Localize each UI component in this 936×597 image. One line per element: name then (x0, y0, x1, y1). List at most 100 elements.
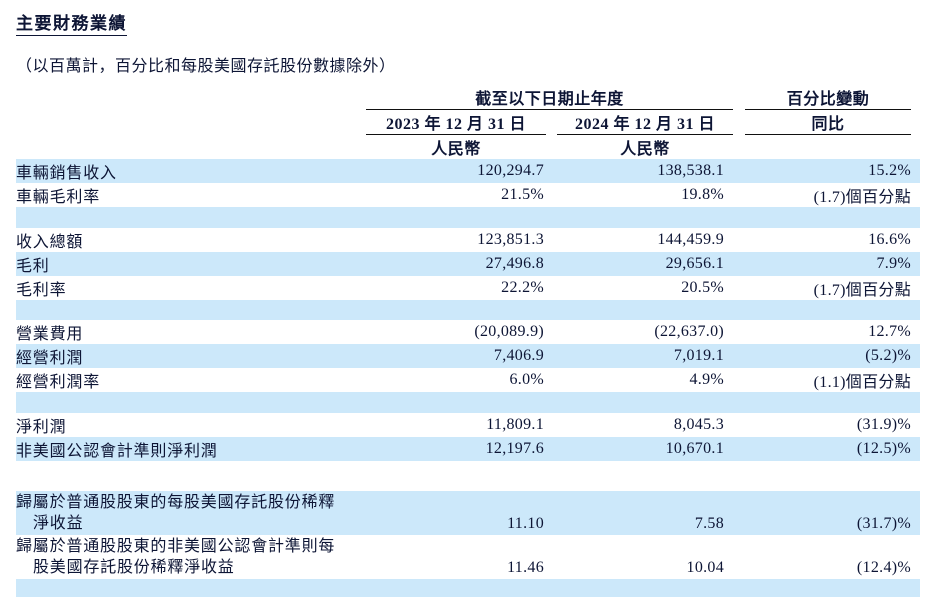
table-row: 歸屬於普通股股東的每股美國存託股份稀釋 淨收益 11.10 7.58 (31.7)% (16, 490, 921, 535)
column-gap (546, 436, 557, 461)
page-title: 主要財務業績 (16, 13, 127, 36)
value-yoy: 7.9% (745, 251, 912, 276)
row-label (16, 461, 366, 491)
row-right-pad (911, 344, 921, 368)
column-gap (733, 578, 746, 597)
row-right-pad (911, 183, 920, 207)
row-right-pad (911, 436, 921, 461)
column-gap (546, 276, 557, 300)
column-gap (546, 392, 557, 413)
value-yoy (745, 578, 912, 597)
value-2023: 11.46 (507, 558, 544, 576)
table-body: 車輛銷售收入 120,294.7 138,538.1 15.2% 車輛毛利率 21.5% 1… (16, 159, 921, 597)
row-right-pad (911, 461, 920, 491)
table-row: 車輛銷售收入 120,294.7 138,538.1 15.2% (16, 159, 921, 183)
column-gap (733, 159, 746, 183)
row-right-pad (911, 299, 921, 320)
value-yoy: (12.4)% (856, 558, 912, 576)
column-gap (733, 461, 745, 491)
header-currency-row: 人民幣 人民幣 (16, 135, 920, 160)
value-2024: 20.5% (681, 278, 725, 296)
table-row: 淨利潤 11,809.1 8,045.3 (31.9)% (16, 413, 920, 437)
row-label: 毛利 (16, 251, 366, 276)
row-label: 淨利潤 (16, 418, 67, 436)
value-2024 (557, 578, 734, 597)
header-date-row: 2023 年 12 月 31 日 2024 年 12 月 31 日 同比 (16, 109, 920, 135)
value-yoy (745, 461, 911, 491)
column-gap (546, 535, 557, 579)
column-gap (733, 490, 746, 535)
value-2023: (20,089.9) (474, 323, 544, 340)
row-label: 歸屬於普通股股東的非美國公認會計準則每 股美國存託股份稀釋淨收益 (16, 537, 336, 576)
row-label: 車輛銷售收入 (16, 159, 366, 183)
value-2023 (366, 392, 546, 413)
row-right-pad (911, 251, 921, 276)
value-yoy: 12.7% (868, 323, 912, 340)
value-yoy: 15.2% (745, 159, 912, 183)
value-2023: 12,197.6 (366, 436, 546, 461)
value-yoy: 16.6% (868, 230, 912, 248)
value-2023: 27,496.8 (366, 251, 546, 276)
value-2023: 21.5% (501, 186, 544, 203)
value-yoy: (5.2)% (745, 344, 912, 368)
value-2024: 4.9% (689, 371, 725, 388)
table-row: 車輛毛利率 21.5% 19.8% (1.7)個百分點 (16, 183, 920, 207)
column-gap (733, 344, 746, 368)
value-2024: 8,045.3 (673, 415, 725, 433)
table-spacer-row (16, 461, 920, 491)
header-change-group: 百分比變動 (745, 85, 912, 110)
value-2024 (557, 392, 734, 413)
column-gap (546, 159, 557, 183)
row-label: 經營利潤 (16, 344, 366, 368)
currency-label-2024: 人民幣 (620, 141, 670, 158)
column-gap (733, 251, 746, 276)
value-2024: 10.04 (686, 558, 725, 576)
value-2023: 11.10 (366, 490, 546, 535)
value-2023 (366, 207, 546, 228)
column-gap (733, 207, 746, 228)
table-row: 毛利率 22.2% 20.5% (1.7)個百分點 (16, 276, 920, 300)
column-gap (733, 436, 746, 461)
column-gap (546, 461, 557, 491)
header-col-yoy: 同比 (745, 109, 912, 135)
value-2024: 138,538.1 (557, 159, 734, 183)
value-2023: 7,406.9 (366, 344, 546, 368)
column-gap (546, 368, 557, 392)
value-2024: 7,019.1 (557, 344, 734, 368)
value-2024 (557, 461, 733, 491)
table-spacer-row (16, 299, 921, 320)
table-spacer-row (16, 578, 921, 597)
value-2024: 7.58 (557, 490, 734, 535)
column-gap (546, 413, 557, 437)
value-2024: 10,670.1 (557, 436, 734, 461)
value-2024: 144,459.9 (657, 230, 725, 248)
table-row: 毛利 27,496.8 29,656.1 7.9% (16, 251, 921, 276)
value-yoy: (31.9)% (856, 415, 912, 433)
value-2023: 6.0% (509, 371, 544, 388)
table-spacer-row (16, 392, 921, 413)
table-spacer-row (16, 207, 921, 228)
table-row: 營業費用 (20,089.9) (22,637.0) 12.7% (16, 320, 920, 344)
header-group-row: 截至以下日期止年度 百分比變動 (16, 85, 920, 110)
table-row: 收入總額 123,851.3 144,459.9 16.6% (16, 228, 920, 252)
table-row: 經營利潤率 6.0% 4.9% (1.1)個百分點 (16, 368, 920, 392)
row-label: 營業費用 (16, 326, 84, 343)
row-label: 車輛毛利率 (16, 189, 101, 206)
column-gap (546, 183, 557, 207)
row-right-pad (911, 368, 920, 392)
row-label: 非美國公認會計準則淨利潤 (16, 436, 366, 461)
column-gap (546, 299, 557, 320)
column-gap (546, 344, 557, 368)
row-right-pad (911, 392, 921, 413)
table-row: 歸屬於普通股股東的非美國公認會計準則每 股美國存託股份稀釋淨收益 11.46 10.0… (16, 535, 920, 579)
row-label: 經營利潤率 (16, 374, 101, 391)
value-2024 (557, 299, 734, 320)
row-right-pad (911, 490, 921, 535)
value-2023 (366, 299, 546, 320)
column-gap (546, 320, 557, 344)
row-right-pad (911, 228, 920, 252)
row-label: 歸屬於普通股股東的每股美國存託股份稀釋 淨收益 (16, 490, 366, 535)
column-gap (546, 251, 557, 276)
value-2024: (22,637.0) (654, 323, 725, 340)
